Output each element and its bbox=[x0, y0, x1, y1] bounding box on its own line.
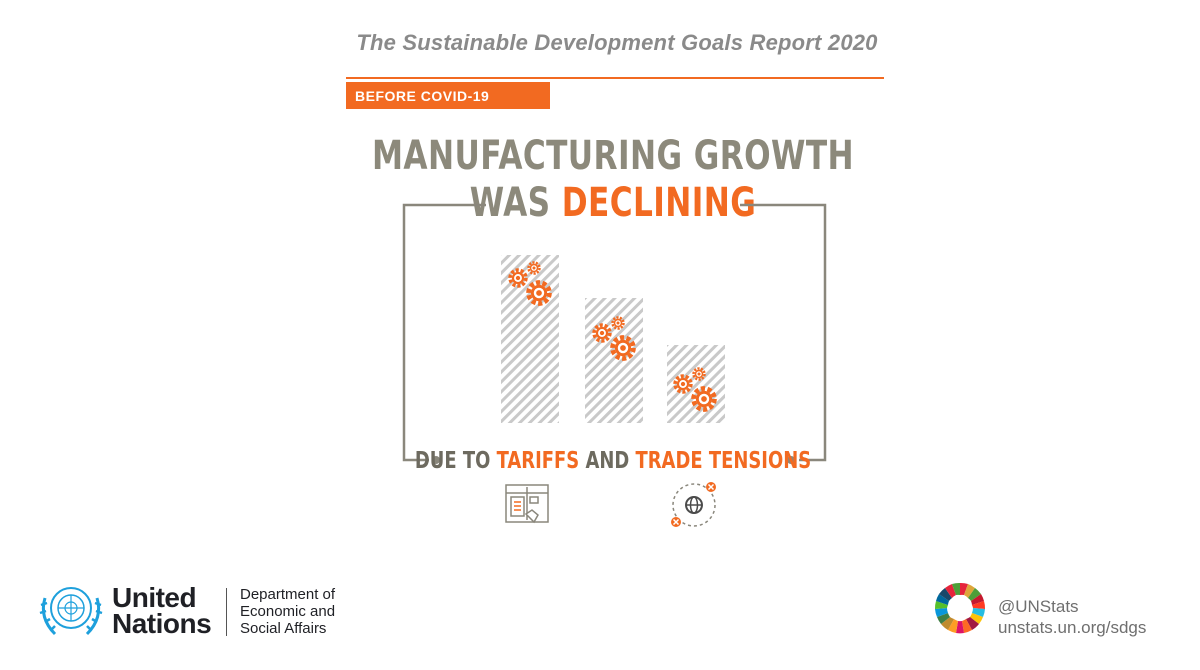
bar-mid bbox=[585, 298, 643, 423]
desa-line-1: Department of bbox=[240, 586, 336, 603]
desa-name: Department of Economic and Social Affair… bbox=[240, 586, 335, 637]
social-handle: @UNStats bbox=[998, 597, 1079, 616]
headline-highlight: DECLINING bbox=[561, 180, 757, 226]
headline-line-1: MANUFACTURING GROWTH bbox=[371, 133, 855, 179]
globe-trade-icon bbox=[671, 482, 716, 527]
orange-rule bbox=[346, 77, 884, 79]
before-covid-badge: BEFORE COVID-19 bbox=[346, 82, 550, 109]
desa-line-3: Social Affairs bbox=[240, 620, 327, 637]
un-name-line-1: United bbox=[112, 582, 197, 613]
cause-and: AND bbox=[579, 448, 636, 474]
social-url: unstats.un.org/sdgs bbox=[998, 618, 1147, 637]
frame-dot-left bbox=[432, 456, 440, 464]
cause-tariffs: TARIFFS bbox=[496, 448, 580, 474]
frame-lines bbox=[402, 203, 827, 462]
badge-label: BEFORE COVID-19 bbox=[355, 87, 490, 104]
headline-prefix: WAS bbox=[469, 180, 562, 226]
un-name-line-2: Nations bbox=[112, 608, 212, 639]
cause-prefix: DUE TO bbox=[414, 448, 497, 474]
un-divider bbox=[226, 588, 227, 636]
social-block: @UNStats unstats.un.org/sdgs bbox=[998, 596, 1146, 638]
un-emblem-icon bbox=[39, 587, 103, 636]
frame-dot-right bbox=[787, 456, 795, 464]
bar-low bbox=[667, 345, 725, 423]
tariff-document-icon bbox=[505, 484, 549, 524]
cause-line: DUE TO TARIFFS AND TRADE TENSIONS bbox=[135, 448, 1091, 474]
report-title: The Sustainable Development Goals Report… bbox=[356, 30, 878, 55]
un-name: United Nations bbox=[112, 582, 212, 639]
sdg-wheel-icon bbox=[934, 582, 986, 634]
headline-line-2: WAS DECLINING bbox=[135, 180, 1091, 226]
desa-line-2: Economic and bbox=[240, 603, 336, 620]
cause-trade-tensions: TRADE TENSIONS bbox=[635, 448, 812, 474]
